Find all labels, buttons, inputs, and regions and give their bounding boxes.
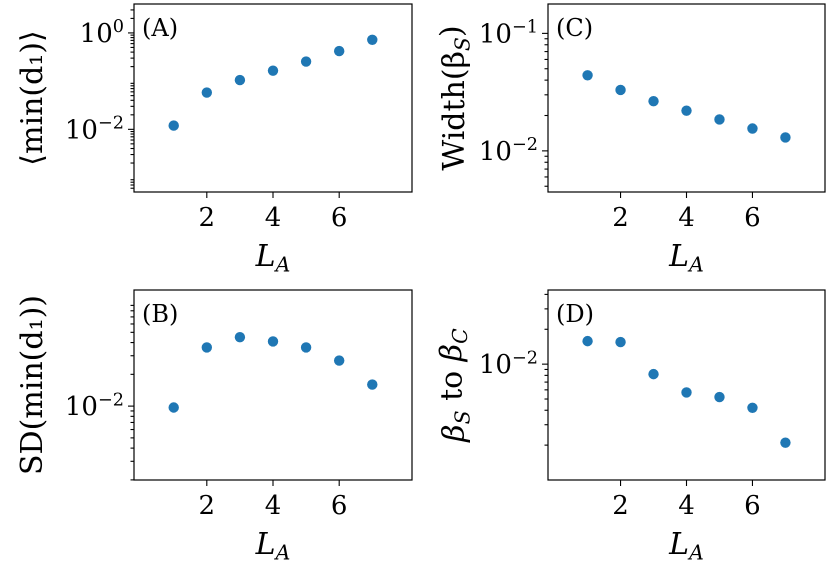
data-point <box>747 123 758 134</box>
data-point <box>267 336 279 347</box>
y-tick-label: 10−2 <box>479 135 538 167</box>
y-tick-label: 10−2 <box>479 348 538 380</box>
data-point <box>300 342 312 353</box>
panel-label: (D) <box>556 300 594 328</box>
x-tick-label: 2 <box>612 491 629 521</box>
x-tick-label: 2 <box>612 203 629 233</box>
data-point <box>300 56 312 67</box>
data-point <box>201 87 213 98</box>
y-tick-label: 10−2 <box>65 390 124 422</box>
panel-d: 2 4 6 10−2 (D) LA​ βS​ to βC​ <box>434 289 826 565</box>
y-axis-label: βS​ to βC​ <box>434 328 474 443</box>
data-point <box>615 84 626 96</box>
data-point <box>681 105 692 116</box>
data-point <box>168 402 179 413</box>
y-axis-label: ⟨min(d₁)⟩ <box>15 30 50 165</box>
x-axis-label: LA​ <box>255 527 291 565</box>
data-point <box>615 336 626 348</box>
y-tick-label: 10−1 <box>479 18 538 50</box>
data-point <box>648 95 659 107</box>
data-point <box>333 355 345 366</box>
data-point <box>168 120 179 131</box>
data-point <box>780 132 791 143</box>
data-point <box>333 45 345 57</box>
panel-label: (A) <box>142 14 178 42</box>
panel-label: (C) <box>556 14 593 42</box>
y-tick-label: 100 <box>80 17 124 49</box>
x-axis-label: LA​ <box>255 239 291 277</box>
panel-a: 2 4 6 100 10−2 (A) LA​ ⟨min(d₁)⟩ <box>15 3 413 277</box>
data-point <box>201 342 213 353</box>
data-point <box>234 74 246 86</box>
x-axis-label: LA​ <box>668 527 704 565</box>
panel-c: 2 4 6 10−1 10−2 (C) LA​ Width(βS) <box>434 3 826 277</box>
x-tick-label: 6 <box>331 203 348 233</box>
x-tick-label: 6 <box>331 491 348 521</box>
x-tick-label: 4 <box>265 491 282 521</box>
x-tick-label: 2 <box>199 203 216 233</box>
data-point <box>367 34 378 46</box>
panel-label: (B) <box>142 300 178 328</box>
x-tick-label: 4 <box>678 491 695 521</box>
x-tick-label: 4 <box>678 203 695 233</box>
x-tick-label: 2 <box>199 491 216 521</box>
data-point <box>747 402 758 413</box>
x-tick-label: 6 <box>744 203 761 233</box>
data-point <box>582 335 593 347</box>
x-axis-label: LA​ <box>668 239 704 277</box>
y-axis-label: Width(βS) <box>434 25 474 170</box>
panel-b: 2 4 6 10−2 (B) LA​ SD(min(d₁)) <box>15 289 413 565</box>
data-point <box>681 387 692 398</box>
data-point <box>648 368 659 380</box>
data-point <box>714 391 725 403</box>
y-tick-label: 10−2 <box>65 114 124 146</box>
data-point <box>714 114 725 125</box>
x-tick-label: 6 <box>744 491 761 521</box>
data-point <box>267 65 279 76</box>
data-point <box>234 331 246 343</box>
data-point <box>780 437 791 448</box>
data-point <box>582 70 593 81</box>
data-point <box>367 379 378 390</box>
y-axis-label: SD(min(d₁)) <box>15 295 50 475</box>
x-tick-label: 4 <box>265 203 282 233</box>
